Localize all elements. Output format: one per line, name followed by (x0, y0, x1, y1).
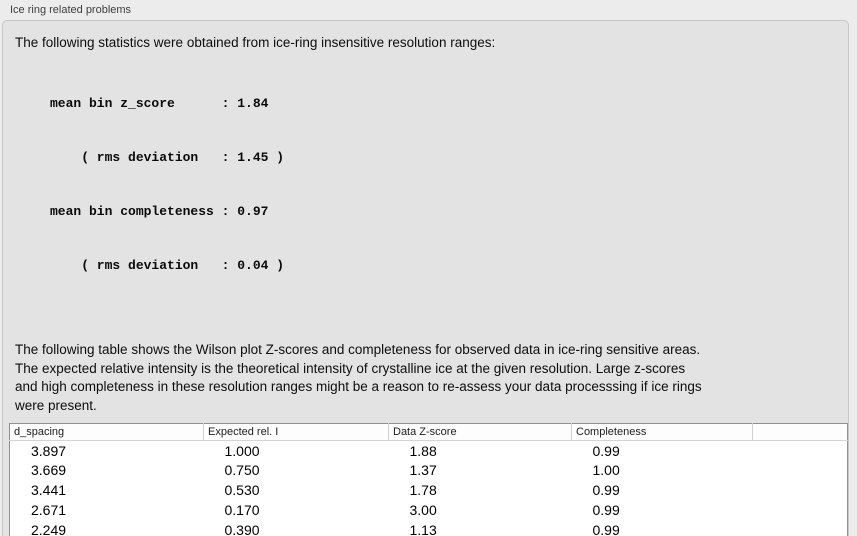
cell-data-z-score: 1.78 (409, 482, 437, 499)
cell-empty (753, 480, 848, 500)
cell-completeness: 1.00 (592, 462, 620, 479)
cell-d-spacing: 3.669 (31, 462, 67, 479)
group-box-panel: The following statistics were obtained f… (2, 20, 849, 536)
cell-d-spacing: 3.441 (31, 482, 67, 499)
ice-ring-table: d_spacing Expected rel. I Data Z-score C… (9, 422, 848, 536)
cell-expected-rel-i: 0.530 (224, 482, 260, 499)
intro-text: The following statistics were obtained f… (15, 35, 496, 50)
cell-data-z-score: 1.37 (409, 462, 437, 479)
cell-data-z-score: 1.88 (409, 442, 437, 459)
cell-completeness: 0.99 (592, 442, 620, 459)
column-header-completeness[interactable]: Completeness (571, 423, 753, 441)
cell-empty (753, 440, 848, 460)
cell-completeness: 0.99 (592, 502, 620, 519)
stat-line-completeness-rms: ( rms deviation : 0.04 ) (50, 258, 285, 273)
table-row[interactable]: 2.671 0.170 3.00 0.99 (10, 500, 848, 520)
stat-line-mean-completeness: mean bin completeness : 0.97 (50, 204, 269, 219)
column-header-data-z-score[interactable]: Data Z-score (388, 423, 572, 441)
cell-completeness: 0.99 (592, 522, 620, 536)
table-row[interactable]: 3.669 0.750 1.37 1.00 (10, 460, 848, 480)
cell-data-z-score: 1.13 (409, 522, 437, 536)
table-row[interactable]: 2.249 0.390 1.13 0.99 (10, 520, 848, 536)
cell-empty (753, 460, 848, 480)
table-description-text: The following table shows the Wilson plo… (15, 342, 702, 414)
cell-d-spacing: 2.671 (31, 502, 67, 519)
cell-expected-rel-i: 0.390 (224, 522, 260, 536)
cell-expected-rel-i: 0.750 (224, 462, 260, 479)
cell-empty (753, 500, 848, 520)
cell-d-spacing: 2.249 (31, 522, 67, 536)
table-row[interactable]: 3.897 1.000 1.88 0.99 (10, 440, 848, 460)
column-header-d-spacing[interactable]: d_spacing (9, 423, 204, 441)
stat-line-mean-z-score: mean bin z_score : 1.84 (50, 96, 269, 111)
cell-data-z-score: 3.00 (409, 502, 437, 519)
cell-completeness: 0.99 (592, 482, 620, 499)
group-box-title: Ice ring related problems (10, 4, 132, 16)
table-header-row: d_spacing Expected rel. I Data Z-score C… (9, 423, 848, 441)
column-header-empty (752, 423, 848, 441)
cell-d-spacing: 3.897 (31, 442, 67, 459)
table-row[interactable]: 3.441 0.530 1.78 0.99 (10, 480, 848, 500)
column-header-expected-rel-i[interactable]: Expected rel. I (203, 423, 389, 441)
cell-expected-rel-i: 0.170 (224, 502, 260, 519)
cell-empty (753, 520, 848, 536)
statistics-block: mean bin z_score : 1.84 ( rms deviation … (50, 59, 848, 311)
cell-expected-rel-i: 1.000 (224, 442, 260, 459)
stat-line-z-score-rms: ( rms deviation : 1.45 ) (50, 150, 285, 165)
